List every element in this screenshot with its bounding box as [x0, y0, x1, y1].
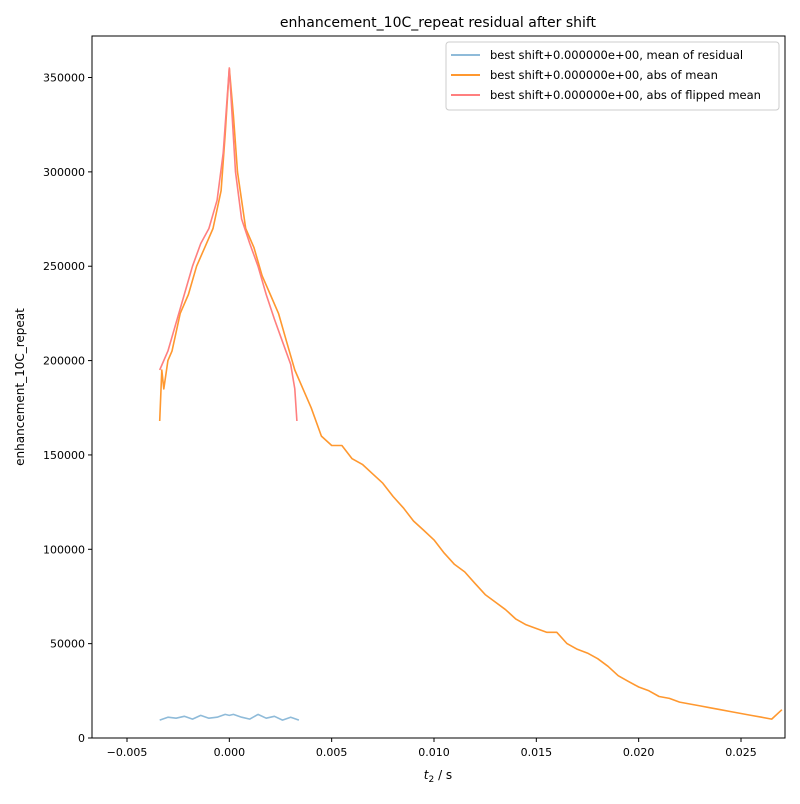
x-tick-label: 0.020: [623, 746, 655, 759]
legend-box: [445, 41, 780, 111]
y-tick-label: 250000: [43, 260, 85, 273]
y-tick-label: 50000: [50, 638, 85, 651]
chart-title: enhancement_10C_repeat residual after sh…: [280, 15, 597, 31]
y-tick-label: 350000: [43, 72, 85, 85]
series-line-1: [158, 67, 783, 720]
plot-area-frame: [91, 35, 786, 739]
series-line-2: [158, 67, 298, 422]
y-axis-label: enhancement_10C_repeat: [13, 308, 27, 466]
y-tick-label: 150000: [43, 449, 85, 462]
y-tick-label: 300000: [43, 166, 85, 179]
legend-label: best shift+0.000000e+00, mean of residua…: [490, 48, 743, 62]
x-tick-label: −0.005: [107, 746, 148, 759]
y-tick-label: 100000: [43, 543, 85, 556]
x-tick-label: 0.025: [725, 746, 757, 759]
legend-label: best shift+0.000000e+00, abs of mean: [490, 68, 718, 82]
x-tick-label: 0.010: [418, 746, 450, 759]
y-tick-label: 200000: [43, 355, 85, 368]
legend: best shift+0.000000e+00, mean of residua…: [445, 41, 780, 111]
series-line-0: [159, 713, 300, 721]
x-tick-label: 0.015: [521, 746, 553, 759]
x-axis-label: t2 / s: [424, 768, 452, 785]
x-tick-label: 0.005: [316, 746, 348, 759]
legend-label: best shift+0.000000e+00, abs of flipped …: [490, 88, 761, 102]
y-tick-label: 0: [78, 732, 85, 745]
x-tick-label: 0.000: [214, 746, 246, 759]
